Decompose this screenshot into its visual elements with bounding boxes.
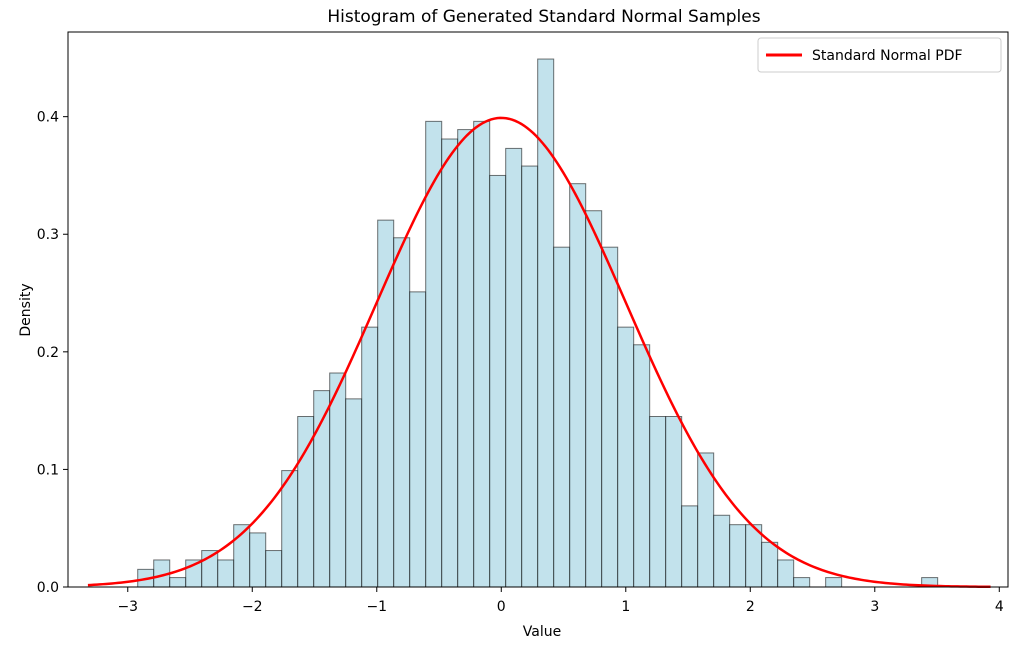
y-tick-label: 0.0	[37, 580, 59, 596]
histogram-bar	[793, 577, 811, 588]
histogram-bar	[489, 174, 507, 588]
pdf-curve-layer	[87, 116, 991, 589]
legend-label-standard-normal-pdf: Standard Normal PDF	[812, 48, 963, 64]
histogram-bar	[713, 514, 731, 588]
y-tick-label: 0.1	[37, 462, 59, 478]
histogram-bar	[761, 541, 779, 588]
histogram-bar	[473, 120, 491, 588]
x-tick-label: −1	[366, 599, 387, 615]
histogram-bar	[521, 165, 539, 588]
x-tick-label: 1	[621, 599, 630, 615]
histogram-bar	[601, 246, 619, 588]
histogram-bar	[665, 416, 683, 588]
histogram-bar	[393, 237, 411, 588]
histogram-bar	[617, 326, 635, 588]
histogram-bar	[553, 246, 571, 588]
x-tick-label: 3	[870, 599, 879, 615]
x-axis-label: Value	[523, 624, 561, 640]
x-tick-label: −2	[242, 599, 263, 615]
histogram-bar	[217, 559, 235, 588]
y-axis: 0.0 0.1 0.2 0.3 0.4	[37, 110, 68, 596]
x-axis: −3 −2 −1 0 1 2 3 4	[117, 587, 1004, 615]
histogram-bar	[745, 524, 763, 588]
y-tick-label: 0.2	[37, 345, 59, 361]
histogram-bar	[345, 398, 363, 588]
y-tick-label: 0.3	[37, 227, 59, 243]
histogram-bar	[409, 291, 427, 588]
histogram-bar	[329, 372, 347, 588]
histogram-bar	[585, 210, 603, 588]
legend-box	[757, 37, 1002, 73]
histogram-bar	[649, 416, 667, 588]
pdf-curve-line	[87, 116, 991, 589]
legend: Standard Normal PDF	[757, 37, 1002, 73]
histogram-bar	[441, 138, 459, 588]
x-tick-label: 4	[995, 599, 1004, 615]
histogram-bar	[729, 524, 747, 588]
y-tick-label: 0.4	[37, 110, 59, 126]
plot-area-frame	[67, 31, 1009, 588]
histogram-bar	[281, 470, 299, 588]
histogram-bar	[825, 577, 843, 588]
x-tick-label: −3	[117, 599, 138, 615]
histogram-bar	[537, 58, 555, 588]
histogram-bar	[457, 129, 475, 588]
histogram-bar	[777, 559, 795, 588]
histogram-bar	[169, 577, 187, 588]
histogram-bar	[681, 505, 699, 588]
histogram-bar	[505, 147, 523, 588]
x-tick-label: 0	[497, 599, 506, 615]
histogram-bar	[361, 326, 379, 588]
histogram-bar	[377, 219, 395, 588]
x-tick-label: 2	[746, 599, 755, 615]
histogram-bar	[633, 344, 651, 588]
histogram-bar	[265, 550, 283, 588]
histogram-bar	[249, 532, 267, 588]
chart-title: Histogram of Generated Standard Normal S…	[327, 7, 760, 27]
histogram-bar	[569, 183, 587, 588]
y-axis-label: Density	[18, 283, 34, 336]
histogram-bars	[137, 58, 939, 588]
